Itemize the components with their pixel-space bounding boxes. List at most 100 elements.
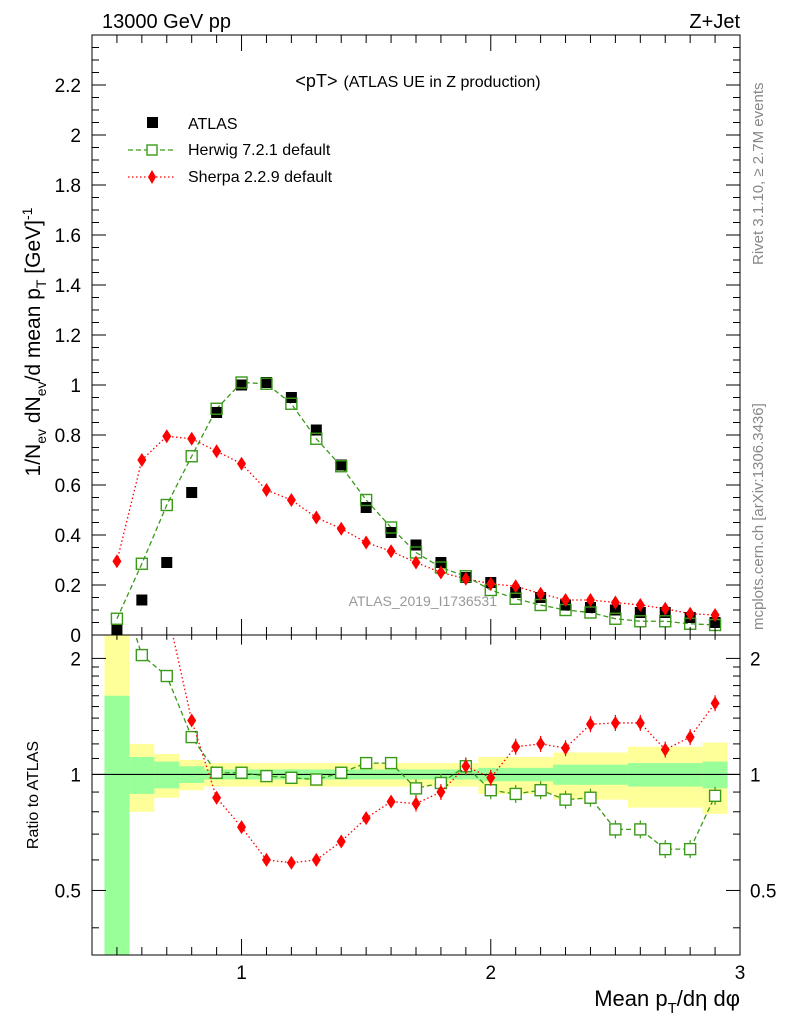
- main-panel: 0 0.2 0.4 0.6 0.8 1 1.2 1.4 1.6 1.8 2 2.2: [55, 34, 741, 647]
- legend-marker-sherpa: [148, 170, 156, 184]
- point-sherpa: [511, 579, 521, 594]
- point-sherpa: [660, 601, 670, 616]
- ratio-point-sherpa: [187, 713, 197, 728]
- band-stat-bin: [104, 695, 130, 955]
- ratio-point-sherpa: [610, 715, 620, 730]
- point-atlas: [360, 502, 372, 513]
- ratio-point-sherpa: [237, 820, 247, 835]
- point-herwig: [634, 615, 647, 628]
- point-herwig: [359, 493, 373, 507]
- ratio-point-sherpa: [112, 467, 121, 481]
- y-tick-label: 0.2: [55, 576, 81, 597]
- point-sherpa: [162, 429, 172, 444]
- ratio-point-herwig: [584, 791, 597, 804]
- point-sherpa: [261, 483, 271, 497]
- point-sherpa: [685, 606, 695, 621]
- point-sherpa: [212, 444, 222, 459]
- ratio-point-herwig: [335, 766, 348, 779]
- point-herwig: [335, 460, 348, 473]
- x-tick-label: 3: [735, 963, 746, 984]
- point-atlas: [260, 377, 272, 388]
- chart-title-main: <pT>: [295, 71, 337, 91]
- ratio-point-herwig: [111, 572, 122, 583]
- ratio-point-sherpa: [635, 715, 645, 730]
- point-herwig: [110, 612, 124, 625]
- ratio-point-sherpa: [261, 852, 271, 867]
- legend-label-herwig: Herwig 7.2.1 default: [188, 142, 331, 159]
- ratio-point-herwig: [260, 769, 273, 783]
- point-sherpa: [187, 431, 197, 446]
- ratio-point-herwig: [634, 823, 647, 836]
- point-atlas: [310, 424, 322, 436]
- header-left: 13000 GeV pp: [102, 11, 231, 33]
- point-sherpa: [237, 456, 247, 471]
- point-sherpa: [112, 554, 122, 569]
- ratio-y-tick-label-right: 1: [750, 765, 761, 786]
- point-sherpa: [361, 535, 371, 550]
- chart-title-sub: (ATLAS UE in Z production): [343, 74, 540, 91]
- ratio-point-sherpa: [386, 794, 396, 809]
- ratio-series-sherpa: [112, 467, 720, 870]
- point-atlas: [335, 459, 347, 471]
- ratio-point-herwig: [659, 842, 672, 856]
- point-atlas: [236, 379, 248, 391]
- point-herwig: [384, 521, 398, 534]
- point-sherpa: [486, 576, 496, 591]
- legend-label-atlas: ATLAS: [188, 116, 238, 133]
- y-tick-label: 1.2: [55, 326, 81, 347]
- point-atlas: [211, 407, 223, 418]
- legend: ATLAS Herwig 7.2.1 default Sherpa 2.2.9 …: [128, 116, 333, 186]
- ratio-point-sherpa: [361, 811, 371, 826]
- ratio-point-sherpa: [137, 498, 146, 512]
- y-tick-label: 0: [70, 626, 81, 647]
- y-tick-label: 0.4: [55, 526, 82, 547]
- ratio-y-ticks: 0.5 0.5 1 1 2 2: [55, 649, 776, 929]
- ratio-point-herwig: [359, 756, 373, 770]
- line-herwig: [116, 381, 716, 626]
- point-sherpa: [610, 595, 620, 610]
- band-stat-bin: [129, 756, 155, 794]
- point-sherpa: [137, 453, 147, 467]
- ratio-point-sherpa: [585, 717, 595, 732]
- ratio-point-sherpa: [311, 852, 321, 867]
- x-axis-label: Mean pT/dη dφ: [594, 986, 740, 1017]
- analysis-watermark: ATLAS_2019_I1736531: [349, 593, 498, 609]
- point-atlas: [609, 604, 621, 616]
- ratio-point-herwig: [409, 782, 423, 795]
- ratio-point-herwig: [235, 766, 248, 779]
- point-herwig: [285, 397, 298, 410]
- ratio-point-sherpa: [461, 759, 471, 774]
- point-sherpa: [436, 565, 446, 580]
- point-herwig: [160, 498, 173, 512]
- y-tick-label: 2.2: [55, 76, 81, 97]
- y-tick-label: 0.8: [55, 426, 81, 447]
- x-tick-label: 1: [236, 963, 247, 984]
- ratio-point-sherpa: [685, 730, 695, 745]
- y-axis-label: 1/Nev dNev/d mean pT [GeV]-1: [19, 207, 49, 476]
- ratio-point-herwig: [534, 784, 547, 797]
- point-sherpa: [311, 510, 321, 525]
- ratio-series-herwig: [111, 572, 722, 859]
- point-sherpa: [561, 593, 571, 607]
- y-tick-label: 1: [70, 376, 81, 397]
- ratio-point-herwig: [384, 756, 398, 770]
- ratio-point-sherpa: [436, 785, 446, 800]
- point-sherpa: [635, 598, 645, 612]
- ratio-y-tick-label: 1: [70, 765, 81, 786]
- ratio-point-herwig: [210, 766, 223, 779]
- ratio-point-herwig: [559, 793, 572, 806]
- ratio-point-herwig: [609, 823, 622, 836]
- point-atlas: [136, 594, 148, 606]
- ratio-point-sherpa: [660, 742, 670, 757]
- ratio-point-herwig: [310, 773, 323, 786]
- y-tick-label: 2: [70, 126, 81, 147]
- header-right: Z+Jet: [689, 11, 740, 33]
- point-sherpa: [336, 521, 346, 536]
- ratio-point-herwig: [285, 771, 298, 785]
- point-atlas: [410, 539, 422, 551]
- point-herwig: [260, 377, 273, 390]
- point-herwig: [210, 402, 223, 415]
- x-tick-label: 2: [485, 963, 496, 984]
- main-series: [110, 376, 722, 635]
- y-tick-label: 1.6: [55, 226, 81, 247]
